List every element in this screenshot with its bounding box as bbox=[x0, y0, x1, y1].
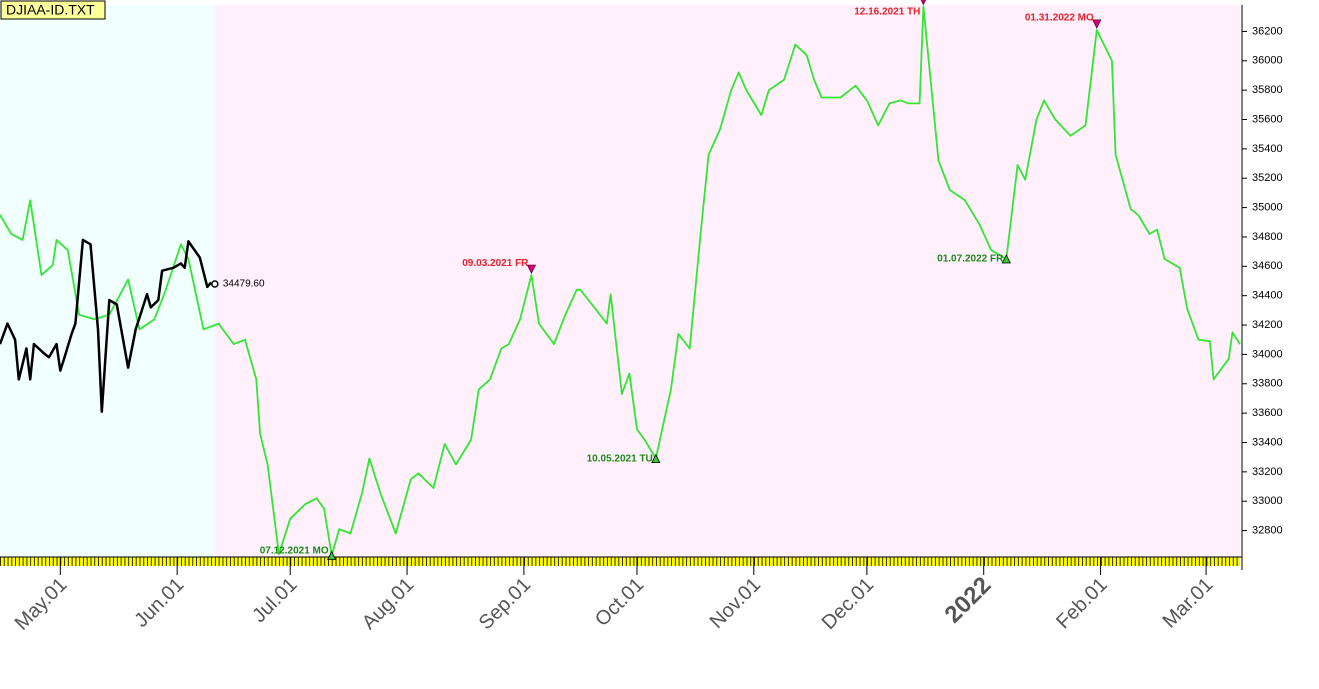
x-tick-label: Feb.01 bbox=[1052, 574, 1112, 634]
y-tick-label: 36000 bbox=[1252, 55, 1283, 67]
low-label: 01.07.2022 FR bbox=[937, 254, 1004, 265]
x-tick-label: Nov.01 bbox=[706, 574, 765, 633]
high-label: 12.16.2021 TH bbox=[854, 7, 920, 18]
series-line bbox=[0, 5, 1241, 557]
last-price-dot bbox=[211, 280, 219, 288]
y-tick-label: 34200 bbox=[1252, 319, 1283, 331]
x-tick-label: May.01 bbox=[11, 574, 72, 635]
y-tick-label: 34800 bbox=[1252, 231, 1283, 243]
low-marker bbox=[327, 550, 337, 560]
low-marker bbox=[1001, 254, 1011, 264]
x-tick-label: Jul.01 bbox=[248, 574, 301, 627]
history-background bbox=[0, 5, 215, 557]
y-tick-label: 33000 bbox=[1252, 495, 1283, 507]
y-tick-label: 36200 bbox=[1252, 25, 1283, 37]
series-line bbox=[0, 238, 213, 413]
y-tick-label: 33800 bbox=[1252, 378, 1283, 390]
high-marker bbox=[920, 0, 927, 6]
day-ruler bbox=[0, 557, 1240, 566]
low-marker bbox=[651, 453, 661, 464]
y-tick-label: 35400 bbox=[1252, 143, 1283, 155]
x-tick-label: Oct.01 bbox=[591, 574, 648, 631]
x-tick-label: Jun.01 bbox=[130, 574, 188, 632]
x-tick-label: Aug.01 bbox=[358, 574, 418, 634]
x-tick-label: Sep.01 bbox=[475, 574, 535, 634]
y-tick-label: 35600 bbox=[1252, 113, 1283, 125]
chart-title: DJIAA-ID.TXT bbox=[6, 2, 95, 18]
y-tick-label: 32800 bbox=[1252, 524, 1283, 536]
x-tick-label: Mar.01 bbox=[1159, 574, 1218, 633]
x-tick-label: Dec.01 bbox=[818, 574, 878, 634]
low-label: 07.12.2021 MO bbox=[260, 546, 329, 557]
projection-background bbox=[214, 5, 1241, 557]
y-tick-label: 33400 bbox=[1252, 436, 1283, 448]
y-tick-label: 34400 bbox=[1252, 290, 1283, 302]
high-marker bbox=[526, 264, 537, 275]
y-tick-label: 34000 bbox=[1252, 348, 1283, 360]
y-tick-label: 35200 bbox=[1252, 172, 1283, 184]
plot-background bbox=[0, 5, 1241, 557]
high-label: 01.31.2022 MO bbox=[1025, 13, 1094, 24]
high-marker bbox=[1092, 19, 1102, 29]
title-box bbox=[0, 0, 106, 20]
high-label: 09.03.2021 FR bbox=[462, 258, 529, 269]
y-tick-label: 34600 bbox=[1252, 260, 1283, 272]
y-tick-label: 35000 bbox=[1252, 202, 1283, 214]
y-tick-label: 35800 bbox=[1252, 84, 1283, 96]
y-tick-label: 33600 bbox=[1252, 407, 1283, 419]
last-price-label: 34479.60 bbox=[223, 279, 265, 290]
y-tick-label: 33200 bbox=[1252, 466, 1283, 478]
low-label: 10.05.2021 TU bbox=[587, 453, 653, 464]
x-tick-label: 2022 bbox=[940, 572, 997, 629]
